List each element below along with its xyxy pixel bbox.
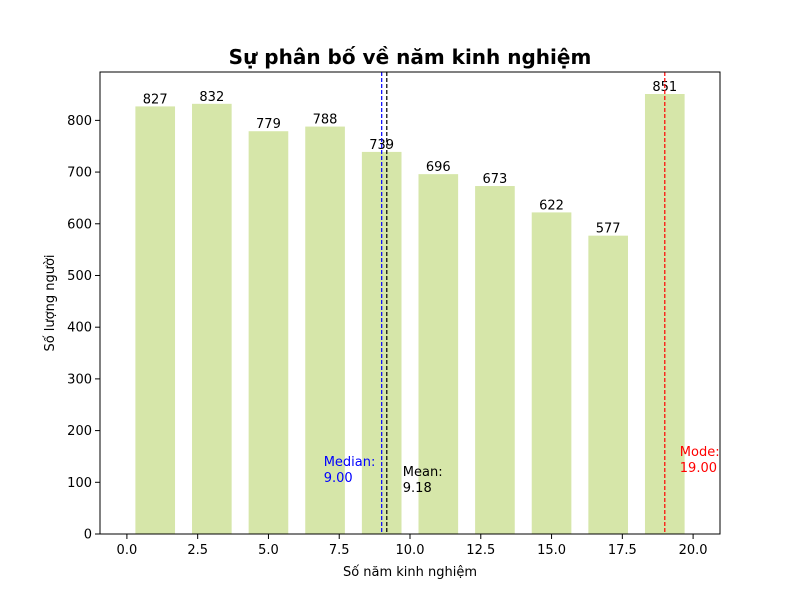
y-tick-label-3: 300: [67, 372, 92, 387]
mode-annotation-line-0: Mode:: [680, 445, 720, 460]
y-tick-label-0: 0: [84, 528, 92, 543]
x-tick-label-4: 10.0: [396, 543, 425, 558]
bar-value-label-1: 832: [199, 90, 224, 105]
bar-value-label-6: 673: [483, 172, 508, 187]
x-tick-label-1: 2.5: [187, 543, 208, 558]
bar-7: [531, 212, 572, 534]
y-tick-label-2: 200: [67, 424, 92, 439]
bar-3: [305, 126, 345, 535]
bar-value-label-8: 577: [596, 222, 621, 237]
x-tick-label-6: 15.0: [537, 543, 566, 558]
x-tick-label-0: 0.0: [117, 543, 138, 558]
bar-value-label-7: 622: [539, 198, 564, 213]
bar-8: [588, 235, 628, 534]
bar-1: [192, 103, 232, 535]
median-annotation-line-0: Median:: [324, 455, 376, 470]
y-tick-label-5: 500: [67, 269, 92, 284]
y-axis: 0 100 200 300 400 500 600 700 800: [67, 114, 100, 543]
bar-0: [135, 106, 176, 534]
x-axis: 0.0 2.5 5.0 7.5 10.0 12.5 15.0 17.5 20.0: [117, 534, 708, 558]
x-tick-label-8: 20.0: [679, 543, 708, 558]
y-tick-label-7: 700: [67, 166, 92, 181]
mean-annotation-line-1: 9.18: [403, 481, 432, 496]
bar-value-label-3: 788: [313, 113, 338, 128]
y-tick-label-1: 100: [67, 476, 92, 491]
bar-value-label-2: 779: [256, 117, 281, 132]
bar-value-label-5: 696: [426, 160, 451, 175]
median-annotation-line-1: 9.00: [324, 471, 353, 486]
x-tick-label-2: 5.0: [258, 543, 279, 558]
x-tick-label-3: 7.5: [329, 543, 350, 558]
reference-lines-layer: Median:9.00 Mean:9.18 Mode:19.00: [324, 72, 720, 534]
x-tick-label-7: 17.5: [608, 543, 637, 558]
y-tick-label-6: 600: [67, 217, 92, 232]
bar-6: [475, 186, 515, 534]
x-tick-label-5: 12.5: [466, 543, 495, 558]
bar-value-label-0: 827: [143, 92, 168, 107]
y-tick-label-4: 400: [67, 321, 92, 336]
bar-5: [418, 174, 459, 535]
bar-2: [248, 131, 289, 534]
mean-annotation-line-0: Mean:: [403, 465, 443, 480]
y-axis-label: Số lượng người: [43, 254, 58, 351]
y-tick-label-8: 800: [67, 114, 92, 129]
x-axis-label: Số năm kinh nghiệm: [343, 565, 477, 580]
mode-annotation-line-1: 19.00: [680, 461, 717, 476]
chart-title: Sự phân bố về năm kinh nghiệm: [229, 45, 592, 69]
